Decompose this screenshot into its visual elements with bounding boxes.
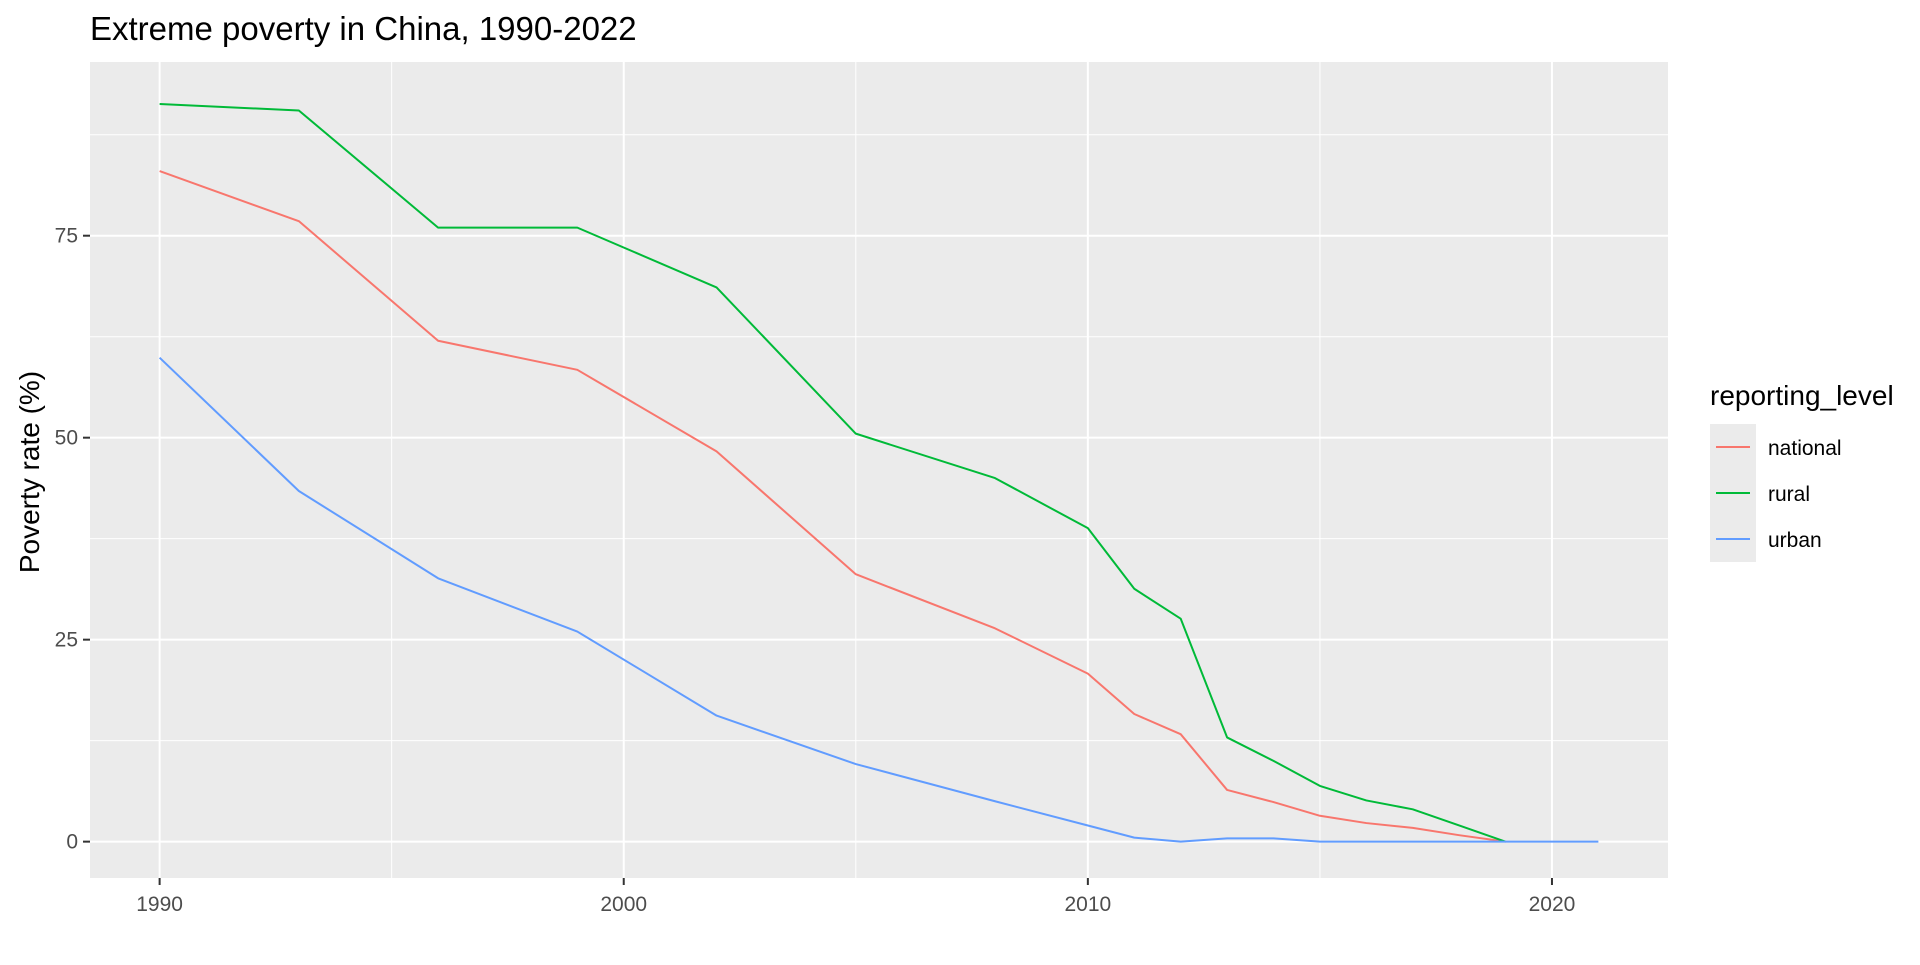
y-tick-label: 50	[55, 427, 78, 450]
y-tick-label: 75	[55, 225, 78, 248]
y-tick-label: 0	[66, 831, 78, 854]
x-tick-label: 2020	[1529, 893, 1576, 916]
chart-title: Extreme poverty in China, 1990-2022	[90, 10, 637, 47]
series-line-national	[159, 170, 1506, 843]
legend-label-rural: rural	[1768, 483, 1810, 506]
series-line-urban	[158, 356, 1599, 843]
legend-title: reporting_level	[1710, 380, 1894, 411]
legend-label-urban: urban	[1768, 529, 1822, 552]
series-lines	[158, 103, 1599, 843]
grid-minor	[90, 62, 1668, 878]
y-axis: 0 25 50 75	[55, 225, 90, 854]
grid-major	[90, 62, 1668, 878]
series-line-rural	[159, 103, 1506, 843]
y-tick-label: 25	[55, 629, 78, 652]
x-axis: 1990 2000 2010 2020	[136, 878, 1575, 916]
x-tick-label: 1990	[136, 893, 183, 916]
x-tick-label: 2010	[1064, 893, 1111, 916]
y-axis-label: Poverty rate (%)	[14, 371, 45, 573]
x-tick-label: 2000	[600, 893, 647, 916]
legend-label-national: national	[1768, 437, 1842, 460]
legend: reporting_level national rural urban	[1710, 380, 1894, 562]
plot-panel	[90, 62, 1668, 878]
legend-items: national rural urban	[1716, 437, 1842, 552]
